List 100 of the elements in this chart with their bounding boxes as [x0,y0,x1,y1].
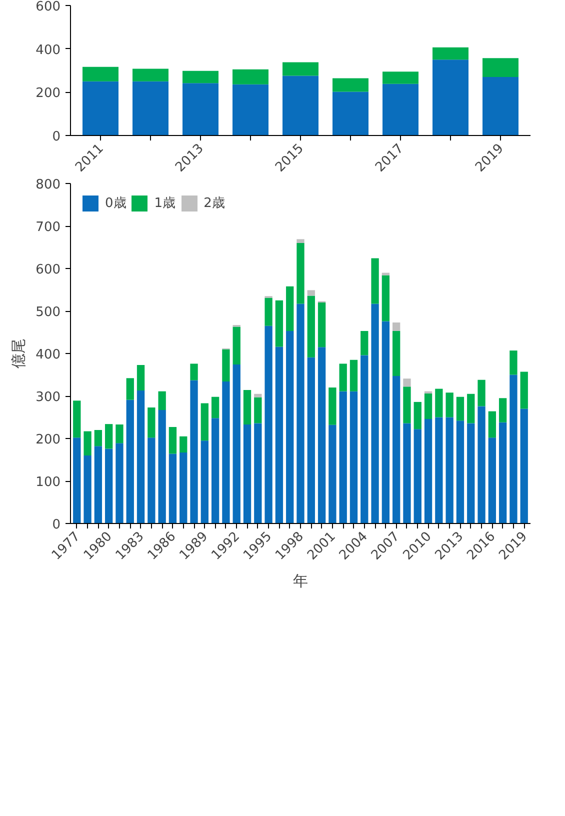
bar [432,60,468,136]
bar [254,397,262,424]
bar [414,429,422,524]
bar [275,300,284,347]
bar [243,390,252,424]
bar [446,392,454,418]
bar [371,258,379,304]
bar [382,84,418,136]
bar [116,443,124,524]
bar [296,239,304,243]
bar [182,70,218,84]
bar [498,422,507,524]
bar [482,58,518,77]
bar [424,418,432,524]
bar [232,364,240,524]
bar [132,81,168,136]
bar [318,302,326,348]
bar [254,423,262,524]
bar [73,438,81,524]
bar [84,456,92,524]
y-tick-label: 600 [36,262,61,278]
bar [307,357,315,524]
y-tick-label: 600 [36,0,61,14]
legend-label: 1歳 [154,195,176,212]
bar [488,438,496,524]
bar [392,322,400,331]
y-tick-label: 100 [36,475,61,490]
bar [116,424,124,444]
bar [182,83,218,136]
legend-label: 0歳 [105,195,126,212]
y-tick-label: 0 [52,518,61,532]
bar [82,81,118,136]
y-tick-label: 0 [52,130,61,144]
bar [286,330,294,524]
bar [332,78,368,92]
bar [168,427,177,454]
bar [435,388,443,418]
bar [520,372,528,409]
bar [371,304,379,524]
bar [328,424,336,524]
bar [190,380,198,524]
bar [84,431,92,456]
bar [307,290,315,296]
bar [488,411,496,438]
bar [211,396,220,418]
bar [232,84,268,136]
bar [264,298,272,326]
y-tick-label: 200 [36,432,61,448]
bar [232,69,268,84]
bar [158,410,166,524]
bar [467,423,475,524]
y-tick-label: 700 [36,220,61,235]
bar [339,364,347,392]
bar [498,398,507,422]
bar [510,374,518,524]
bar [282,62,318,76]
bar [275,346,284,524]
bar [510,350,518,375]
bar [94,430,102,446]
bar [382,272,390,276]
x-axis-title: 年 [293,572,308,590]
bar [414,402,422,430]
bar [424,393,432,419]
bar [332,92,368,136]
bar [180,436,188,453]
y-axis-title: 億尾 [10,338,28,368]
bar [467,394,475,424]
bar [328,388,336,425]
bar [82,66,118,82]
bar [360,330,368,356]
bar [296,304,304,524]
bar [136,390,145,524]
bar [478,380,486,406]
bar [360,355,368,524]
bar [339,391,347,524]
bar [243,424,252,524]
y-tick-label: 300 [36,390,61,405]
bar [478,406,486,524]
y-tick-label: 200 [36,86,61,102]
legend-label: 2歳 [204,195,225,212]
bar [432,47,468,60]
bar [435,417,443,524]
bar [254,394,262,398]
bar [382,321,390,524]
bar [282,76,318,136]
y-tick-label: 800 [36,178,61,192]
y-tick-label: 400 [36,348,61,362]
bar [318,347,326,524]
bar [350,360,358,392]
bar [264,326,272,524]
bar [232,326,240,365]
bar [296,243,304,304]
bar [200,440,208,524]
bar [136,364,145,390]
bar [180,452,188,524]
bar [73,400,81,438]
bar [105,448,113,524]
bar [482,77,518,136]
bar [392,376,400,524]
bar [403,378,411,387]
